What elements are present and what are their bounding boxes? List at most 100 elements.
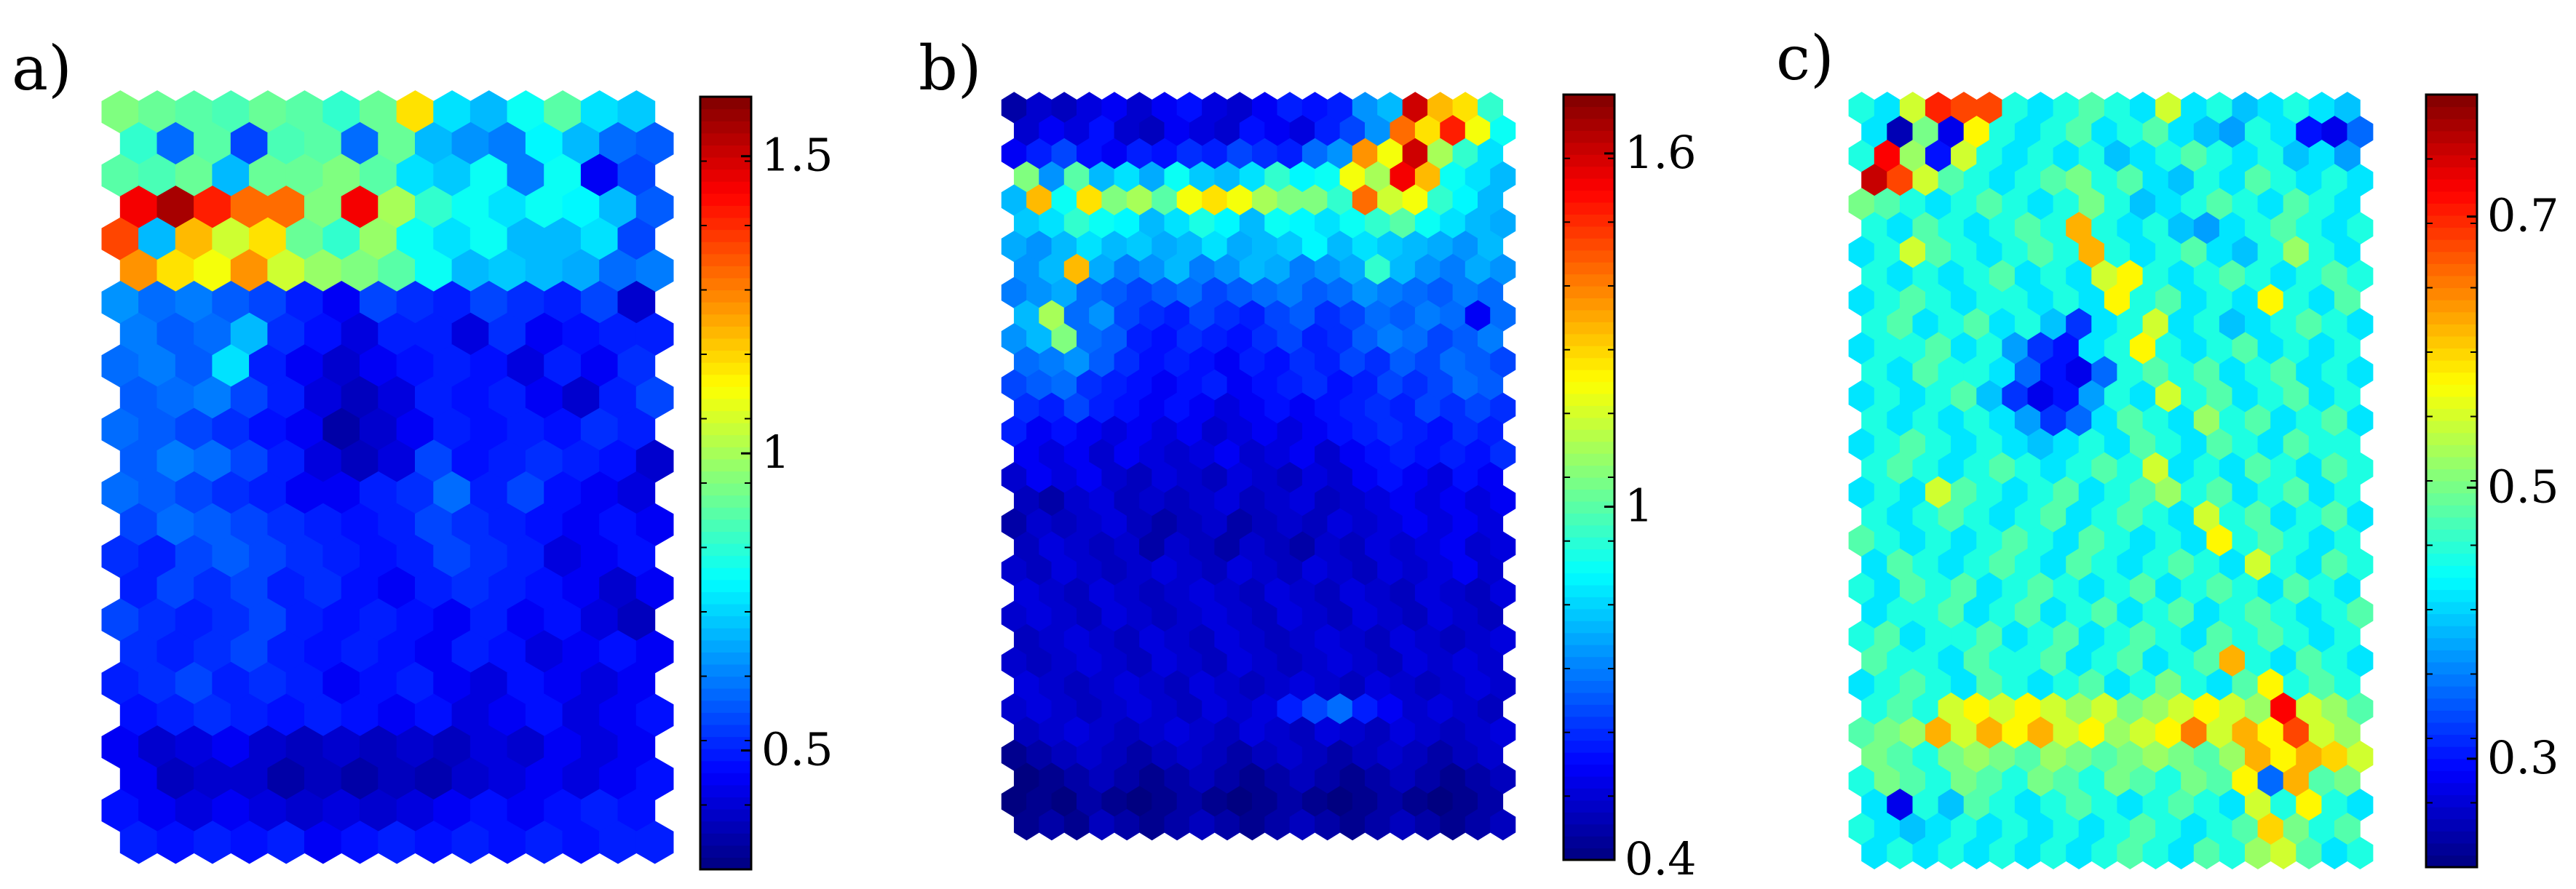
hex-cell bbox=[1264, 300, 1291, 332]
hex-cell bbox=[2321, 644, 2348, 677]
hex-cell bbox=[2219, 741, 2246, 773]
hex-cell bbox=[1478, 323, 1504, 355]
colorbar-segment bbox=[1564, 262, 1614, 275]
colorbar-segment bbox=[700, 145, 751, 158]
hex-cell bbox=[360, 535, 397, 578]
hex-cell bbox=[2091, 500, 2118, 533]
hex-cell bbox=[1414, 115, 1440, 147]
hex-cell bbox=[1352, 184, 1378, 216]
hex-cell bbox=[1239, 485, 1265, 517]
hex-cell bbox=[2296, 644, 2323, 677]
hex-cell bbox=[1039, 115, 1065, 147]
hex-cell bbox=[304, 249, 342, 292]
hex-cell bbox=[1252, 554, 1278, 586]
hex-cell bbox=[1051, 739, 1077, 771]
hex-cell bbox=[1126, 369, 1152, 402]
hex-cell bbox=[2014, 356, 2041, 389]
hex-cell bbox=[2155, 716, 2181, 749]
hex-cell bbox=[2168, 692, 2195, 725]
hex-cell bbox=[1126, 231, 1152, 263]
hex-cell bbox=[2130, 572, 2156, 605]
hex-cell bbox=[1490, 809, 1516, 841]
hex-cell bbox=[2245, 452, 2271, 485]
hex-cell bbox=[2296, 452, 2323, 485]
hex-cell bbox=[1327, 462, 1353, 494]
hex-cell bbox=[1063, 207, 1090, 239]
hex-cell bbox=[2245, 548, 2271, 581]
hex-cell bbox=[1390, 762, 1416, 794]
hex-cell bbox=[1874, 140, 1901, 172]
hex-cell bbox=[525, 376, 563, 420]
hex-cell bbox=[635, 376, 674, 420]
colorbar-segment bbox=[700, 833, 751, 846]
hex-cell bbox=[1963, 212, 1990, 245]
hex-cell bbox=[1126, 508, 1152, 540]
hex-cell bbox=[1465, 485, 1491, 517]
hex-cell bbox=[1301, 693, 1328, 725]
hex-cell bbox=[1352, 276, 1378, 308]
hex-cell bbox=[194, 566, 231, 610]
hex-cell bbox=[1365, 392, 1391, 424]
hex-cell bbox=[1077, 554, 1103, 586]
colorbar-segment bbox=[700, 253, 751, 266]
hex-cell bbox=[2257, 188, 2284, 221]
hex-cell bbox=[1226, 137, 1253, 170]
hex-cell bbox=[1899, 284, 1926, 317]
hex-cell bbox=[1427, 462, 1454, 494]
hex-cell bbox=[2142, 692, 2169, 725]
hex-cell bbox=[1899, 236, 1926, 269]
hex-cell bbox=[1089, 392, 1115, 424]
hex-cell bbox=[1026, 508, 1053, 540]
hex-cell bbox=[1126, 647, 1152, 679]
hex-cell bbox=[1874, 524, 1901, 557]
hex-cell bbox=[488, 630, 526, 674]
colorbar-segment bbox=[1564, 226, 1614, 239]
colorbar-segment bbox=[2426, 541, 2477, 554]
hex-cell bbox=[378, 439, 416, 483]
hex-cell bbox=[1139, 392, 1165, 424]
hex-cell bbox=[599, 693, 637, 737]
hex-map-b bbox=[1001, 92, 1516, 841]
hex-cell bbox=[1899, 524, 1926, 557]
hex-cell bbox=[1478, 693, 1504, 725]
hex-cell bbox=[138, 344, 176, 388]
hex-cell bbox=[1301, 137, 1328, 170]
hex-cell bbox=[1427, 231, 1454, 263]
hex-cell bbox=[1089, 578, 1115, 610]
hex-cell bbox=[507, 661, 545, 706]
hex-cell bbox=[2206, 428, 2233, 461]
hex-cell bbox=[1001, 739, 1027, 771]
colorbar-segment bbox=[2426, 637, 2477, 650]
colorbar-tick-label: 1 bbox=[1625, 479, 1653, 533]
hex-cell bbox=[1013, 670, 1039, 702]
hex-cell bbox=[2014, 164, 2041, 197]
colorbar-segment bbox=[1564, 561, 1614, 574]
hex-cell bbox=[1887, 404, 1914, 437]
hex-cell bbox=[1301, 184, 1328, 216]
colorbar-c: 0.30.50.7 bbox=[2425, 93, 2559, 869]
hex-cell bbox=[2206, 284, 2233, 317]
hex-cell bbox=[1327, 92, 1353, 124]
hex-cell bbox=[249, 598, 287, 642]
hex-cell bbox=[1377, 462, 1403, 494]
hex-cell bbox=[1176, 647, 1202, 679]
hex-cell bbox=[267, 503, 306, 546]
colorbar-segment bbox=[1564, 274, 1614, 287]
hex-cell bbox=[2270, 164, 2296, 197]
hex-cell bbox=[1874, 476, 1901, 509]
colorbar-tick-label: 0.5 bbox=[761, 723, 833, 776]
hex-cell bbox=[1214, 253, 1240, 286]
hex-cell bbox=[2142, 789, 2169, 821]
hex-cell bbox=[2321, 212, 2348, 245]
hex-cell bbox=[525, 249, 563, 292]
hex-cell bbox=[2078, 572, 2105, 605]
hex-cell bbox=[451, 630, 490, 674]
hex-cell bbox=[1427, 184, 1454, 216]
hex-cell bbox=[1352, 231, 1378, 263]
hex-cell bbox=[2117, 404, 2144, 437]
hex-cell bbox=[1848, 428, 1875, 461]
hex-cell bbox=[1976, 428, 2003, 461]
hex-cell bbox=[1051, 276, 1077, 308]
hex-cell bbox=[1490, 670, 1516, 702]
colorbar-segment bbox=[1564, 621, 1614, 634]
